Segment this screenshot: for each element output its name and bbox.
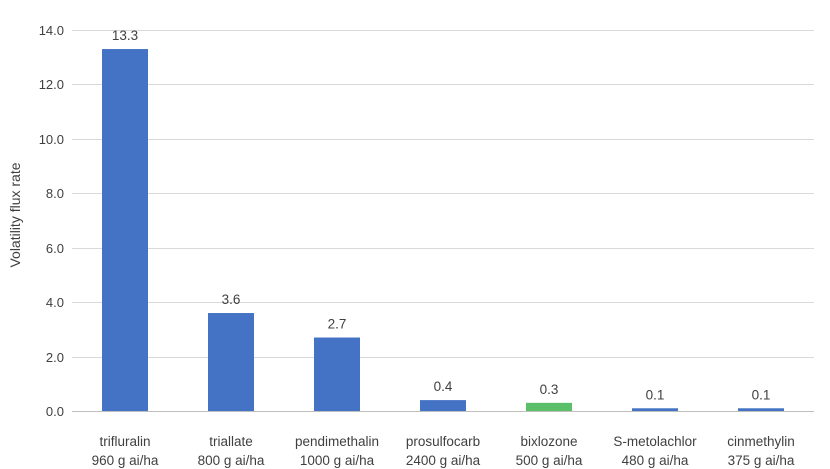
y-tick-label: 4.0 [46,295,64,310]
bar-cinmethylin [738,408,784,411]
data-label: 0.4 [434,379,453,394]
data-label: 0.3 [540,382,559,397]
data-label: 3.6 [222,292,241,307]
category-labels: trifluralin 960 g ai/ha triallate 800 g ai/… [92,434,795,468]
data-label: 0.1 [752,387,771,402]
category-rate-label: 1000 g ai/ha [300,453,375,468]
category-rate-label: 800 g ai/ha [198,453,265,468]
category-rate-label: 480 g ai/ha [622,453,689,468]
category-label: prosulfocarb [406,434,480,449]
category-label: pendimethalin [295,434,379,449]
category-label: trifluralin [99,434,150,449]
data-label: 0.1 [646,387,665,402]
bar-s-metolachlor [632,408,678,411]
category-rate-label: 500 g ai/ha [516,453,583,468]
category-label: triallate [209,434,253,449]
category-label: S-metolachlor [613,434,697,449]
bars [102,49,784,412]
category-rate-label: 960 g ai/ha [92,453,159,468]
bar-triallate [208,313,254,411]
category-label: bixlozone [520,434,577,449]
data-label: 2.7 [328,317,347,332]
y-tick-label: 10.0 [39,132,64,147]
data-labels: 13.3 3.6 2.7 0.4 0.3 0.1 0.1 [112,28,771,402]
gridlines [72,30,814,412]
y-axis-title: Volatility flux rate [7,162,23,267]
bar-trifluralin [102,49,148,412]
y-tick-label: 2.0 [46,350,64,365]
category-label: cinmethylin [727,434,795,449]
data-label: 13.3 [112,28,138,43]
category-rate-label: 375 g ai/ha [728,453,795,468]
y-tick-label: 6.0 [46,241,64,256]
category-rate-label: 2400 g ai/ha [406,453,481,468]
y-axis-ticks: 0.0 2.0 4.0 6.0 8.0 10.0 12.0 14.0 [39,23,64,419]
bar-prosulfocarb [420,400,466,411]
bar-bixlozone [526,402,572,411]
y-tick-label: 12.0 [39,77,64,92]
y-tick-label: 8.0 [46,186,64,201]
y-tick-label: 0.0 [46,404,64,419]
y-tick-label: 14.0 [39,23,64,38]
bar-pendimethalin [314,337,360,411]
